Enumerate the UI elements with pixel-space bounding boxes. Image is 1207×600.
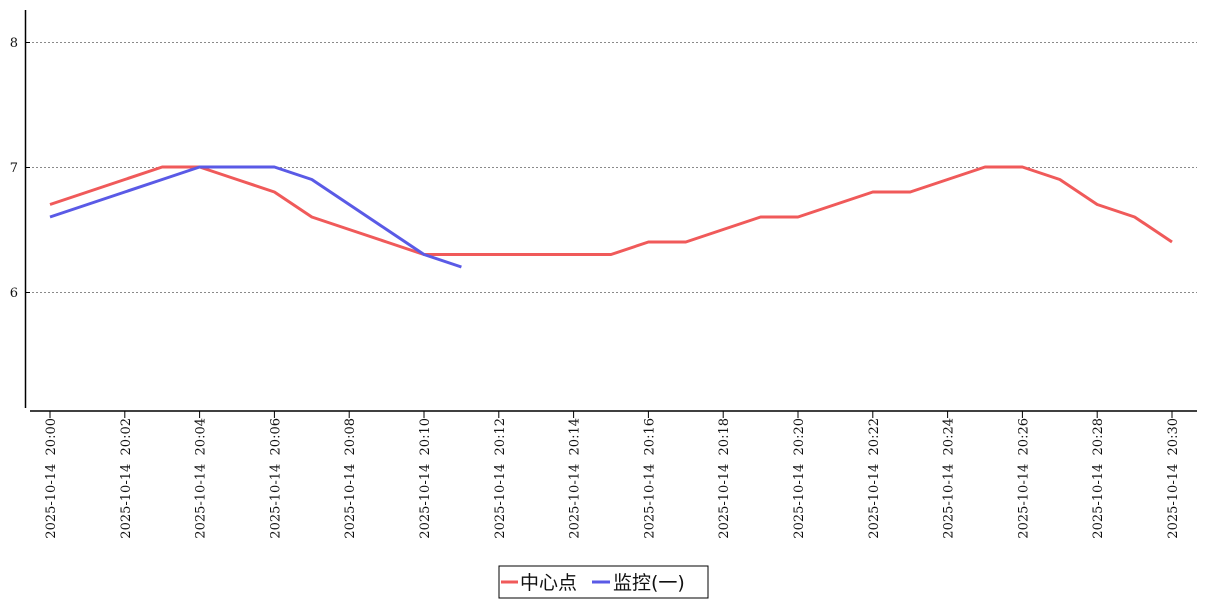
x-tick-label: 2025-10-14 20:18 — [717, 418, 732, 539]
x-tick-label: 2025-10-14 20:14 — [568, 418, 583, 539]
y-tick-labels: 6 7 8 — [10, 36, 30, 301]
x-tick-label: 2025-10-14 20:24 — [942, 418, 957, 539]
x-tick-label: 2025-10-14 20:26 — [1016, 418, 1031, 539]
x-tick-label: 2025-10-14 20:10 — [418, 418, 433, 539]
x-tick-label: 2025-10-14 20:00 — [44, 418, 59, 539]
x-tick-label: 2025-10-14 20:16 — [642, 418, 657, 539]
series-line-center-point — [49, 165, 1173, 256]
y-tick-label: 6 — [10, 286, 18, 301]
x-tick-label: 2025-10-14 20:02 — [119, 418, 134, 539]
y-tick-label: 8 — [10, 36, 18, 51]
legend-label-monitor-1: 监控(一) — [613, 572, 685, 594]
x-tick-labels: 2025-10-14 20:00 2025-10-14 20:02 2025-10-… — [44, 411, 1181, 539]
x-tick-label: 2025-10-14 20:04 — [194, 418, 209, 539]
x-tick-label: 2025-10-14 20:12 — [493, 418, 508, 539]
legend-label-center-point: 中心点 — [520, 572, 577, 594]
y-tick-label: 7 — [10, 161, 18, 176]
x-tick-label: 2025-10-14 20:06 — [268, 418, 283, 539]
legend: 中心点 监控(一) — [498, 565, 709, 599]
series-lines — [49, 165, 1173, 269]
x-tick-label: 2025-10-14 20:30 — [1166, 418, 1181, 539]
grid-lines — [28, 42, 1197, 293]
x-tick-label: 2025-10-14 20:28 — [1091, 418, 1106, 539]
axes — [24, 10, 1197, 412]
x-tick-label: 2025-10-14 20:20 — [792, 418, 807, 539]
x-tick-label: 2025-10-14 20:08 — [343, 418, 358, 539]
x-tick-label: 2025-10-14 20:22 — [867, 418, 882, 539]
series-line-monitor-1 — [49, 165, 462, 269]
